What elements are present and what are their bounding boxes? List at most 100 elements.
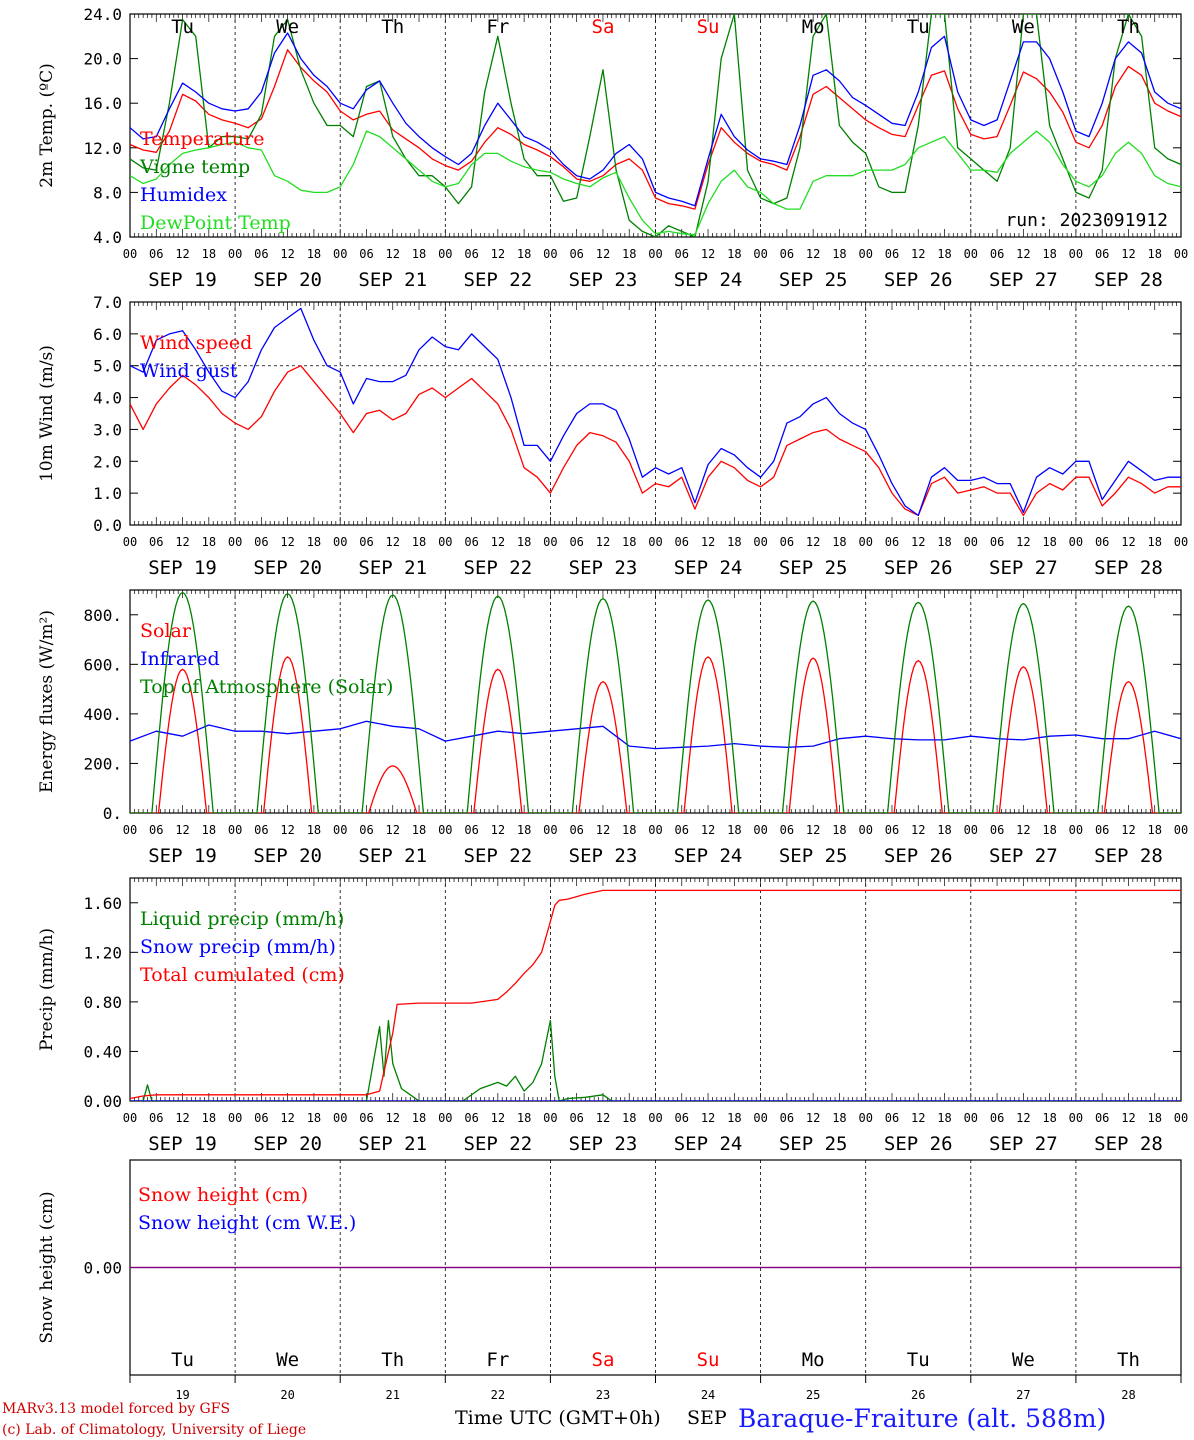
hour-tick-label: 18 — [937, 247, 951, 261]
hour-tick-label: 12 — [386, 1111, 400, 1125]
hour-tick-label: 18 — [937, 823, 951, 837]
series-group — [130, 307, 1181, 517]
date-label: SEP 28 — [1094, 557, 1163, 579]
hour-tick-label: 18 — [1147, 823, 1161, 837]
hour-tick-label: 12 — [1121, 823, 1135, 837]
date-label: SEP 28 — [1094, 269, 1163, 291]
hour-tick-label: 18 — [622, 535, 636, 549]
date-label: SEP 23 — [569, 269, 638, 291]
y-tick-label: 0.80 — [83, 993, 122, 1012]
hour-tick-label: 06 — [1095, 823, 1109, 837]
hour-tick-label: 06 — [675, 247, 689, 261]
date-label: SEP 21 — [358, 269, 427, 291]
y-tick-label: 12.0 — [83, 139, 122, 158]
hour-tick-label: 18 — [412, 535, 426, 549]
day-number-label: 20 — [280, 1388, 294, 1402]
hour-tick-label: 00 — [1069, 1111, 1083, 1125]
y-tick-label: 800. — [83, 606, 122, 625]
hour-tick-label: 06 — [254, 823, 268, 837]
date-label: SEP 27 — [989, 269, 1058, 291]
legend-entry: Solar — [140, 620, 192, 642]
day-number-label: 28 — [1121, 1388, 1135, 1402]
y-axis-title: Precip (mm/h) — [37, 928, 57, 1051]
hour-tick-label: 18 — [412, 823, 426, 837]
legend-entry: Snow precip (mm/h) — [140, 936, 336, 958]
date-label: SEP 28 — [1094, 845, 1163, 867]
hour-tick-label: 06 — [990, 247, 1004, 261]
series-line-temperature — [130, 49, 1181, 210]
hour-tick-label: 06 — [780, 823, 794, 837]
y-tick-label: 400. — [83, 705, 122, 724]
hour-tick-label: 18 — [202, 535, 216, 549]
hour-tick-label: 00 — [123, 823, 137, 837]
date-label: SEP 23 — [569, 1133, 638, 1155]
day-of-week-label: Tu — [171, 16, 194, 38]
hour-tick-label: 12 — [386, 535, 400, 549]
series-group — [130, 14, 1181, 237]
series-line-total-cumulated-cm- — [130, 889, 1181, 1100]
hour-tick-label: 12 — [280, 823, 294, 837]
y-tick-label: 24.0 — [83, 5, 122, 24]
hour-tick-label: 12 — [1016, 535, 1030, 549]
hour-tick-label: 00 — [1069, 535, 1083, 549]
date-label: SEP 19 — [148, 557, 217, 579]
date-label: SEP 26 — [884, 1133, 953, 1155]
date-label: SEP 26 — [884, 845, 953, 867]
y-tick-label: 600. — [83, 655, 122, 674]
hour-tick-label: 12 — [911, 823, 925, 837]
hour-tick-label: 12 — [701, 823, 715, 837]
hour-tick-label: 00 — [1069, 823, 1083, 837]
hour-tick-label: 06 — [359, 247, 373, 261]
hour-tick-label: 12 — [596, 823, 610, 837]
hour-tick-label: 12 — [911, 1111, 925, 1125]
hour-tick-label: 18 — [727, 247, 741, 261]
panel-snow: 0.00 Snow height (cm) Snow height (cm) Snow… — [37, 1159, 1182, 1402]
legend-entry: Infrared — [140, 648, 220, 670]
hour-tick-label: 00 — [858, 535, 872, 549]
date-label: SEP 24 — [674, 269, 743, 291]
hour-tick-label: 00 — [1174, 823, 1188, 837]
date-label: SEP 21 — [358, 557, 427, 579]
hour-tick-label: 00 — [1174, 1111, 1188, 1125]
day-of-week-label: Tu — [907, 1349, 930, 1371]
hour-tick-label: 12 — [701, 535, 715, 549]
hour-tick-label: 18 — [1042, 247, 1056, 261]
footer-credit-line1: MARv3.13 model forced by GFS — [2, 1401, 230, 1417]
hour-tick-label: 12 — [806, 247, 820, 261]
hour-tick-label: 12 — [596, 247, 610, 261]
y-axis-title: Snow height (cm) — [37, 1191, 57, 1343]
y-tick-label: 0.0 — [93, 516, 122, 535]
legend-entry: Humidex — [140, 184, 227, 206]
date-label: SEP 19 — [148, 1133, 217, 1155]
hour-tick-label: 00 — [333, 247, 347, 261]
day-of-week-label: Sa — [592, 1349, 615, 1371]
day-of-week-label: Tu — [907, 16, 930, 38]
date-label: SEP 23 — [569, 845, 638, 867]
hour-tick-label: 18 — [412, 1111, 426, 1125]
hour-tick-label: 18 — [727, 1111, 741, 1125]
day-of-week-label: Mo — [802, 1349, 825, 1371]
hour-tick-label: 00 — [858, 247, 872, 261]
hour-tick-label: 18 — [307, 823, 321, 837]
series-line-solar — [130, 656, 1181, 813]
hour-tick-label: 00 — [438, 823, 452, 837]
hour-tick-label: 06 — [780, 247, 794, 261]
day-of-week-label: Su — [697, 16, 720, 38]
hour-tick-label: 06 — [149, 823, 163, 837]
hour-tick-label: 00 — [1174, 247, 1188, 261]
hour-tick-label: 18 — [517, 1111, 531, 1125]
station-title: Baraque-Fraiture (alt. 588m) — [738, 1404, 1106, 1433]
hour-tick-label: 00 — [123, 1111, 137, 1125]
hour-tick-label: 00 — [964, 535, 978, 549]
hour-tick-label: 06 — [254, 247, 268, 261]
hour-tick-label: 12 — [701, 247, 715, 261]
day-number-label: 27 — [1016, 1388, 1030, 1402]
hour-tick-label: 00 — [964, 1111, 978, 1125]
hour-tick-label: 12 — [701, 1111, 715, 1125]
date-label: SEP 20 — [253, 1133, 322, 1155]
date-label: SEP 22 — [464, 1133, 533, 1155]
hour-tick-label: 18 — [202, 247, 216, 261]
y-tick-label: 4.0 — [93, 228, 122, 247]
date-label: SEP 26 — [884, 557, 953, 579]
panel-precip: 0.00 0.40 0.80 1.20 1.60 Precip (mm/h) Liquid … — [37, 877, 1188, 1155]
